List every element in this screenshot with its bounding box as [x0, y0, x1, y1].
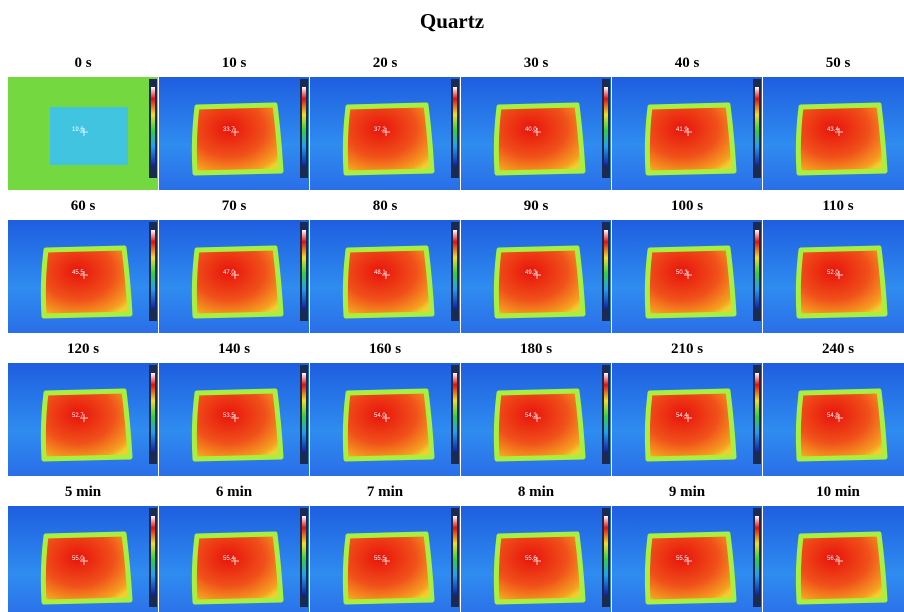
panel-label: 60 s — [71, 198, 96, 214]
panel-label: 7 min — [367, 484, 404, 500]
thermal-sample — [647, 105, 734, 173]
thermal-sample — [345, 391, 432, 459]
color-bar — [604, 373, 608, 452]
thermal-sample — [194, 391, 281, 459]
panel-label: 20 s — [373, 55, 398, 71]
panel-label: 120 s — [67, 341, 99, 357]
thermal-sample — [50, 107, 128, 165]
color-bar — [453, 87, 457, 166]
thermal-sample — [798, 248, 885, 316]
panel-label: 6 min — [216, 484, 253, 500]
color-bar — [151, 230, 155, 309]
panel-label: 10 min — [816, 484, 860, 500]
thermal-sample — [345, 248, 432, 316]
thermal-sample — [43, 248, 130, 316]
color-bar — [755, 230, 759, 309]
panel-label: 10 s — [222, 55, 247, 71]
panel-label: 160 s — [369, 341, 401, 357]
panel-label: 240 s — [822, 341, 854, 357]
figure: Quartz 0 s19.610 s33.720 s37.230 s40.040… — [0, 0, 904, 612]
thermal-sample — [798, 391, 885, 459]
thermal-sample — [798, 534, 885, 602]
color-bar — [604, 230, 608, 309]
thermal-sample — [345, 534, 432, 602]
thermal-sample — [647, 391, 734, 459]
thermal-sample — [496, 105, 583, 173]
panel-label: 40 s — [675, 55, 700, 71]
thermal-sample — [496, 248, 583, 316]
thermal-sample — [496, 391, 583, 459]
color-bar — [755, 373, 759, 452]
thermal-sample — [194, 105, 281, 173]
color-bar — [302, 230, 306, 309]
thermal-sample — [496, 534, 583, 602]
color-bar — [151, 87, 155, 166]
panel-label: 8 min — [518, 484, 555, 500]
thermal-sample — [194, 248, 281, 316]
color-bar — [302, 373, 306, 452]
color-bar — [604, 87, 608, 166]
thermal-sample — [43, 391, 130, 459]
color-bar — [755, 87, 759, 166]
panel-label: 70 s — [222, 198, 247, 214]
color-bar — [151, 516, 155, 595]
color-bar — [151, 373, 155, 452]
panel-label: 30 s — [524, 55, 549, 71]
thermal-sample — [798, 105, 885, 173]
thermal-sample — [194, 534, 281, 602]
color-bar — [453, 516, 457, 595]
color-bar — [302, 87, 306, 166]
panel-label: 50 s — [826, 55, 851, 71]
color-bar — [453, 230, 457, 309]
figure-title: Quartz — [420, 9, 484, 33]
panel-label: 9 min — [669, 484, 706, 500]
thermal-sample — [647, 534, 734, 602]
panel-label: 210 s — [671, 341, 703, 357]
color-bar — [755, 516, 759, 595]
thermal-sample — [43, 534, 130, 602]
panel-label: 110 s — [822, 198, 853, 214]
panel-label: 80 s — [373, 198, 398, 214]
panel-label: 90 s — [524, 198, 549, 214]
panel-label: 140 s — [218, 341, 250, 357]
color-bar — [453, 373, 457, 452]
panel-label: 180 s — [520, 341, 552, 357]
panel-label: 0 s — [74, 55, 91, 71]
panel-label: 100 s — [671, 198, 703, 214]
color-bar — [302, 516, 306, 595]
panel-label: 5 min — [65, 484, 102, 500]
thermal-sample — [345, 105, 432, 173]
color-bar — [604, 516, 608, 595]
thermal-sample — [647, 248, 734, 316]
